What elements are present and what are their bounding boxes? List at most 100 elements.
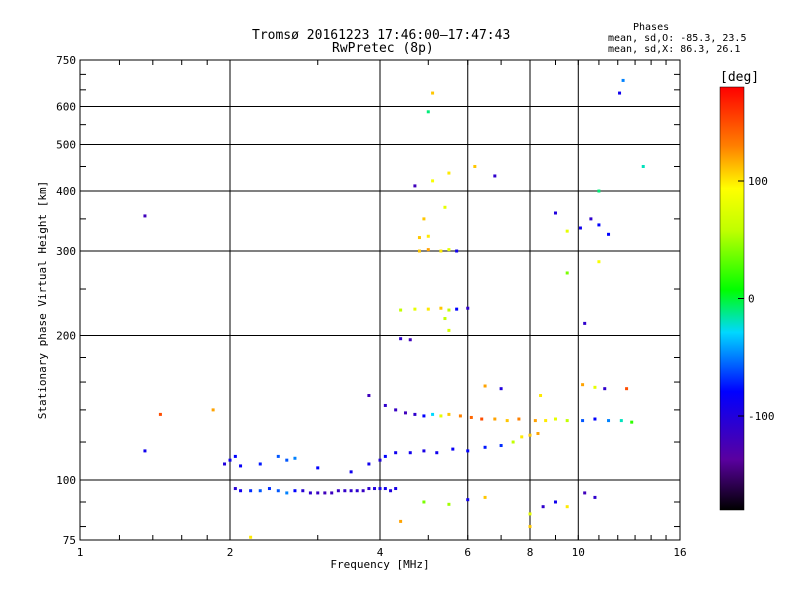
- data-point: [413, 412, 417, 416]
- data-point: [330, 491, 334, 495]
- data-point: [276, 489, 280, 493]
- data-point: [239, 489, 243, 493]
- data-point: [431, 91, 435, 95]
- data-point: [520, 435, 524, 439]
- data-point: [336, 489, 340, 493]
- axis-ticks: 1 2 4 6 8 10 16 75 100 200 300 400 500 600 750: [56, 54, 687, 559]
- data-point: [435, 451, 439, 455]
- data-point: [630, 420, 634, 424]
- x-tick-label: 4: [377, 546, 384, 559]
- data-point: [603, 387, 607, 391]
- data-point: [439, 249, 443, 253]
- data-point: [565, 505, 569, 509]
- data-point: [544, 419, 548, 423]
- data-point: [211, 408, 215, 412]
- data-point: [417, 249, 421, 253]
- data-point: [607, 419, 611, 423]
- data-point: [316, 491, 320, 495]
- data-point: [466, 498, 470, 502]
- data-point: [578, 226, 582, 230]
- data-point: [349, 470, 353, 474]
- data-point: [553, 417, 557, 421]
- data-point: [378, 458, 382, 462]
- data-point: [447, 502, 451, 506]
- data-point: [413, 307, 417, 311]
- data-point: [431, 412, 435, 416]
- data-point: [583, 491, 587, 495]
- data-point: [399, 519, 403, 523]
- data-point: [539, 394, 543, 398]
- data-point: [323, 491, 327, 495]
- data-point: [285, 458, 289, 462]
- data-point: [553, 500, 557, 504]
- data-point: [493, 174, 497, 178]
- data-point: [143, 214, 147, 218]
- data-point: [499, 387, 503, 391]
- data-point: [597, 223, 601, 227]
- data-point: [641, 164, 645, 168]
- data-point: [536, 432, 540, 436]
- colorbar-label: [deg]: [720, 70, 760, 85]
- data-point: [480, 417, 484, 421]
- x-tick-label: 10: [572, 546, 585, 559]
- data-point: [373, 487, 377, 491]
- data-point: [447, 308, 451, 312]
- data-point: [597, 260, 601, 264]
- y-tick-label: 75: [63, 534, 76, 547]
- y-tick-label: 750: [56, 54, 76, 67]
- data-point: [258, 489, 262, 493]
- data-point: [533, 419, 537, 423]
- data-point: [493, 417, 497, 421]
- data-point: [399, 337, 403, 341]
- data-point: [619, 419, 623, 423]
- y-tick-label: 600: [56, 101, 76, 114]
- data-point: [466, 449, 470, 453]
- data-point: [426, 110, 430, 114]
- data-point: [293, 489, 297, 493]
- y-tick-label: 100: [56, 474, 76, 487]
- data-point: [367, 487, 371, 491]
- data-point: [583, 321, 587, 325]
- data-point: [239, 464, 243, 468]
- data-point: [458, 414, 462, 418]
- data-point: [455, 249, 459, 253]
- y-tick-label: 300: [56, 245, 76, 258]
- data-point: [355, 489, 359, 493]
- data-point: [511, 440, 515, 444]
- data-point: [383, 487, 387, 491]
- data-point: [267, 487, 271, 491]
- data-point: [443, 205, 447, 209]
- data-point: [593, 495, 597, 499]
- data-point: [276, 454, 280, 458]
- data-point: [228, 458, 232, 462]
- chart-title: Tromsø 20161223 17:46:00–17:47:43: [252, 28, 511, 43]
- data-point: [383, 403, 387, 407]
- data-point: [399, 308, 403, 312]
- data-point: [316, 466, 320, 470]
- data-point: [447, 171, 451, 175]
- data-point: [593, 385, 597, 389]
- data-point: [233, 454, 237, 458]
- data-point: [301, 489, 305, 493]
- data-point: [426, 234, 430, 238]
- data-point: [394, 451, 398, 455]
- data-point: [618, 91, 622, 95]
- data-point: [607, 232, 611, 236]
- data-point: [343, 489, 347, 493]
- data-point: [528, 512, 532, 516]
- data-point: [439, 306, 443, 310]
- data-point: [431, 179, 435, 183]
- data-point: [439, 414, 443, 418]
- colorbar-tick-label: 0: [748, 293, 755, 306]
- data-point: [249, 535, 253, 539]
- phase-line-x: mean, sd,X: 86.3, 26.1: [608, 44, 741, 55]
- data-point: [378, 487, 382, 491]
- data-point: [483, 445, 487, 449]
- data-point: [565, 271, 569, 275]
- colorbar-ticks: 100 0 -100: [738, 175, 775, 423]
- data-point: [383, 454, 387, 458]
- data-point: [413, 184, 417, 188]
- data-point: [143, 449, 147, 453]
- data-point: [528, 433, 532, 437]
- phase-header: Phases: [633, 22, 670, 33]
